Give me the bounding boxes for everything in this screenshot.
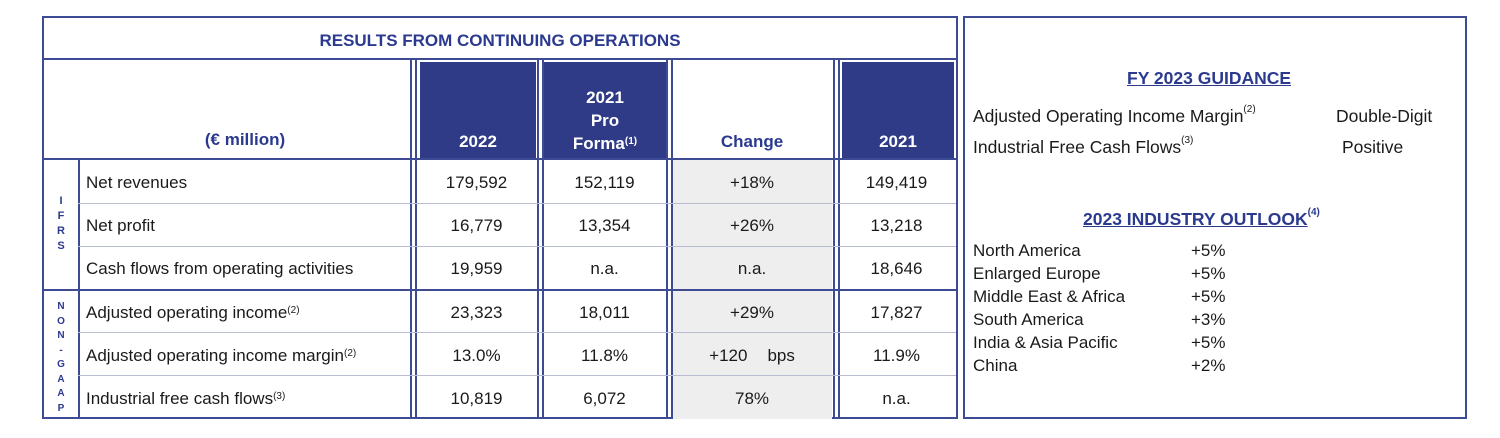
row-label: Net profit bbox=[86, 216, 155, 235]
value-change: 78% bbox=[734, 389, 770, 408]
guidance-title: FY 2023 GUIDANCE bbox=[1127, 68, 1292, 88]
outlook-region: North America bbox=[973, 241, 1081, 260]
value-2022: 179,592 bbox=[445, 173, 508, 192]
results-table: RESULTS FROM CONTINUING OPERATIONS (€ mi… bbox=[42, 16, 958, 419]
value-change: +26% bbox=[730, 216, 774, 235]
value-change: n.a. bbox=[737, 259, 767, 278]
col-header-2022-text: 2022 bbox=[459, 132, 497, 151]
outlook-value: +5% bbox=[1191, 264, 1226, 283]
outlook-region: South America bbox=[973, 310, 1084, 329]
value-2022: 16,779 bbox=[450, 216, 503, 235]
outlook-region: Middle East & Africa bbox=[973, 287, 1126, 306]
row-label: Adjusted operating income(2) bbox=[86, 303, 300, 322]
table-title: RESULTS FROM CONTINUING OPERATIONS bbox=[44, 18, 956, 60]
value-2022: 10,819 bbox=[450, 389, 503, 408]
outlook-value: +5% bbox=[1191, 287, 1226, 306]
col-2021pf-line3: Forma bbox=[572, 134, 625, 153]
col-header-2021-pro-forma: 2021 Pro Forma(1) bbox=[544, 62, 666, 158]
unit-label: (€ million) bbox=[204, 130, 286, 149]
value-2021-pro-forma: 18,011 bbox=[579, 303, 630, 322]
guidance-item: Industrial Free Cash Flows(3) bbox=[973, 135, 1194, 157]
value-2022: 19,959 bbox=[450, 259, 503, 278]
guidance-panel: FY 2023 GUIDANCE Adjusted Operating Inco… bbox=[963, 16, 1467, 419]
value-change: +120 bps bbox=[709, 346, 795, 365]
col-header-2022: 2022 bbox=[420, 62, 536, 158]
value-2021-pro-forma: 11.8% bbox=[581, 346, 628, 365]
value-change: +18% bbox=[730, 173, 774, 192]
value-2021-pro-forma: 6,072 bbox=[583, 389, 626, 408]
outlook-value: +3% bbox=[1191, 310, 1226, 329]
outlook-title: 2023 INDUSTRY OUTLOOK(4) bbox=[1083, 207, 1320, 229]
outlook-value: +5% bbox=[1191, 333, 1226, 352]
guidance-value: Double-Digit bbox=[1336, 106, 1433, 126]
row-label: Cash flows from operating activities bbox=[86, 259, 354, 278]
value-2021: 149,419 bbox=[865, 173, 928, 192]
col-2021pf-line3-wrap: Forma(1) bbox=[544, 132, 666, 155]
outlook-region: India & Asia Pacific bbox=[973, 333, 1118, 352]
col-2021pf-line1: 2021 bbox=[586, 88, 624, 107]
row-label: Net revenues bbox=[86, 173, 188, 192]
outlook-region: Enlarged Europe bbox=[973, 264, 1101, 283]
value-2021-pro-forma: n.a. bbox=[590, 259, 619, 278]
col-2021pf-sup: (1) bbox=[624, 136, 638, 147]
value-2021: n.a. bbox=[882, 389, 911, 408]
outlook-region: China bbox=[973, 356, 1018, 375]
guidance-item: Adjusted Operating Income Margin(2) bbox=[973, 104, 1256, 126]
value-2022: 23,323 bbox=[450, 303, 503, 322]
row-label: Adjusted operating income margin(2) bbox=[86, 346, 357, 365]
col-header-2021-text: 2021 bbox=[879, 132, 917, 151]
value-2021: 18,646 bbox=[870, 259, 923, 278]
value-2021: 17,827 bbox=[870, 303, 923, 322]
value-2021: 13,218 bbox=[870, 216, 923, 235]
col-header-change: Change bbox=[720, 132, 784, 151]
guidance-value: Positive bbox=[1342, 137, 1404, 157]
outlook-value: +2% bbox=[1191, 356, 1226, 375]
value-2021-pro-forma: 152,119 bbox=[574, 173, 635, 192]
value-2021: 11.9% bbox=[873, 346, 920, 365]
value-change: +29% bbox=[730, 303, 774, 322]
value-2021-pro-forma: 13,354 bbox=[578, 216, 631, 235]
col-2021pf-line2: Pro bbox=[590, 111, 620, 130]
row-label: Industrial free cash flows(3) bbox=[86, 389, 286, 408]
outlook-value: +5% bbox=[1191, 241, 1226, 260]
value-2022: 13.0% bbox=[452, 346, 501, 365]
col-header-2021: 2021 bbox=[842, 62, 954, 158]
